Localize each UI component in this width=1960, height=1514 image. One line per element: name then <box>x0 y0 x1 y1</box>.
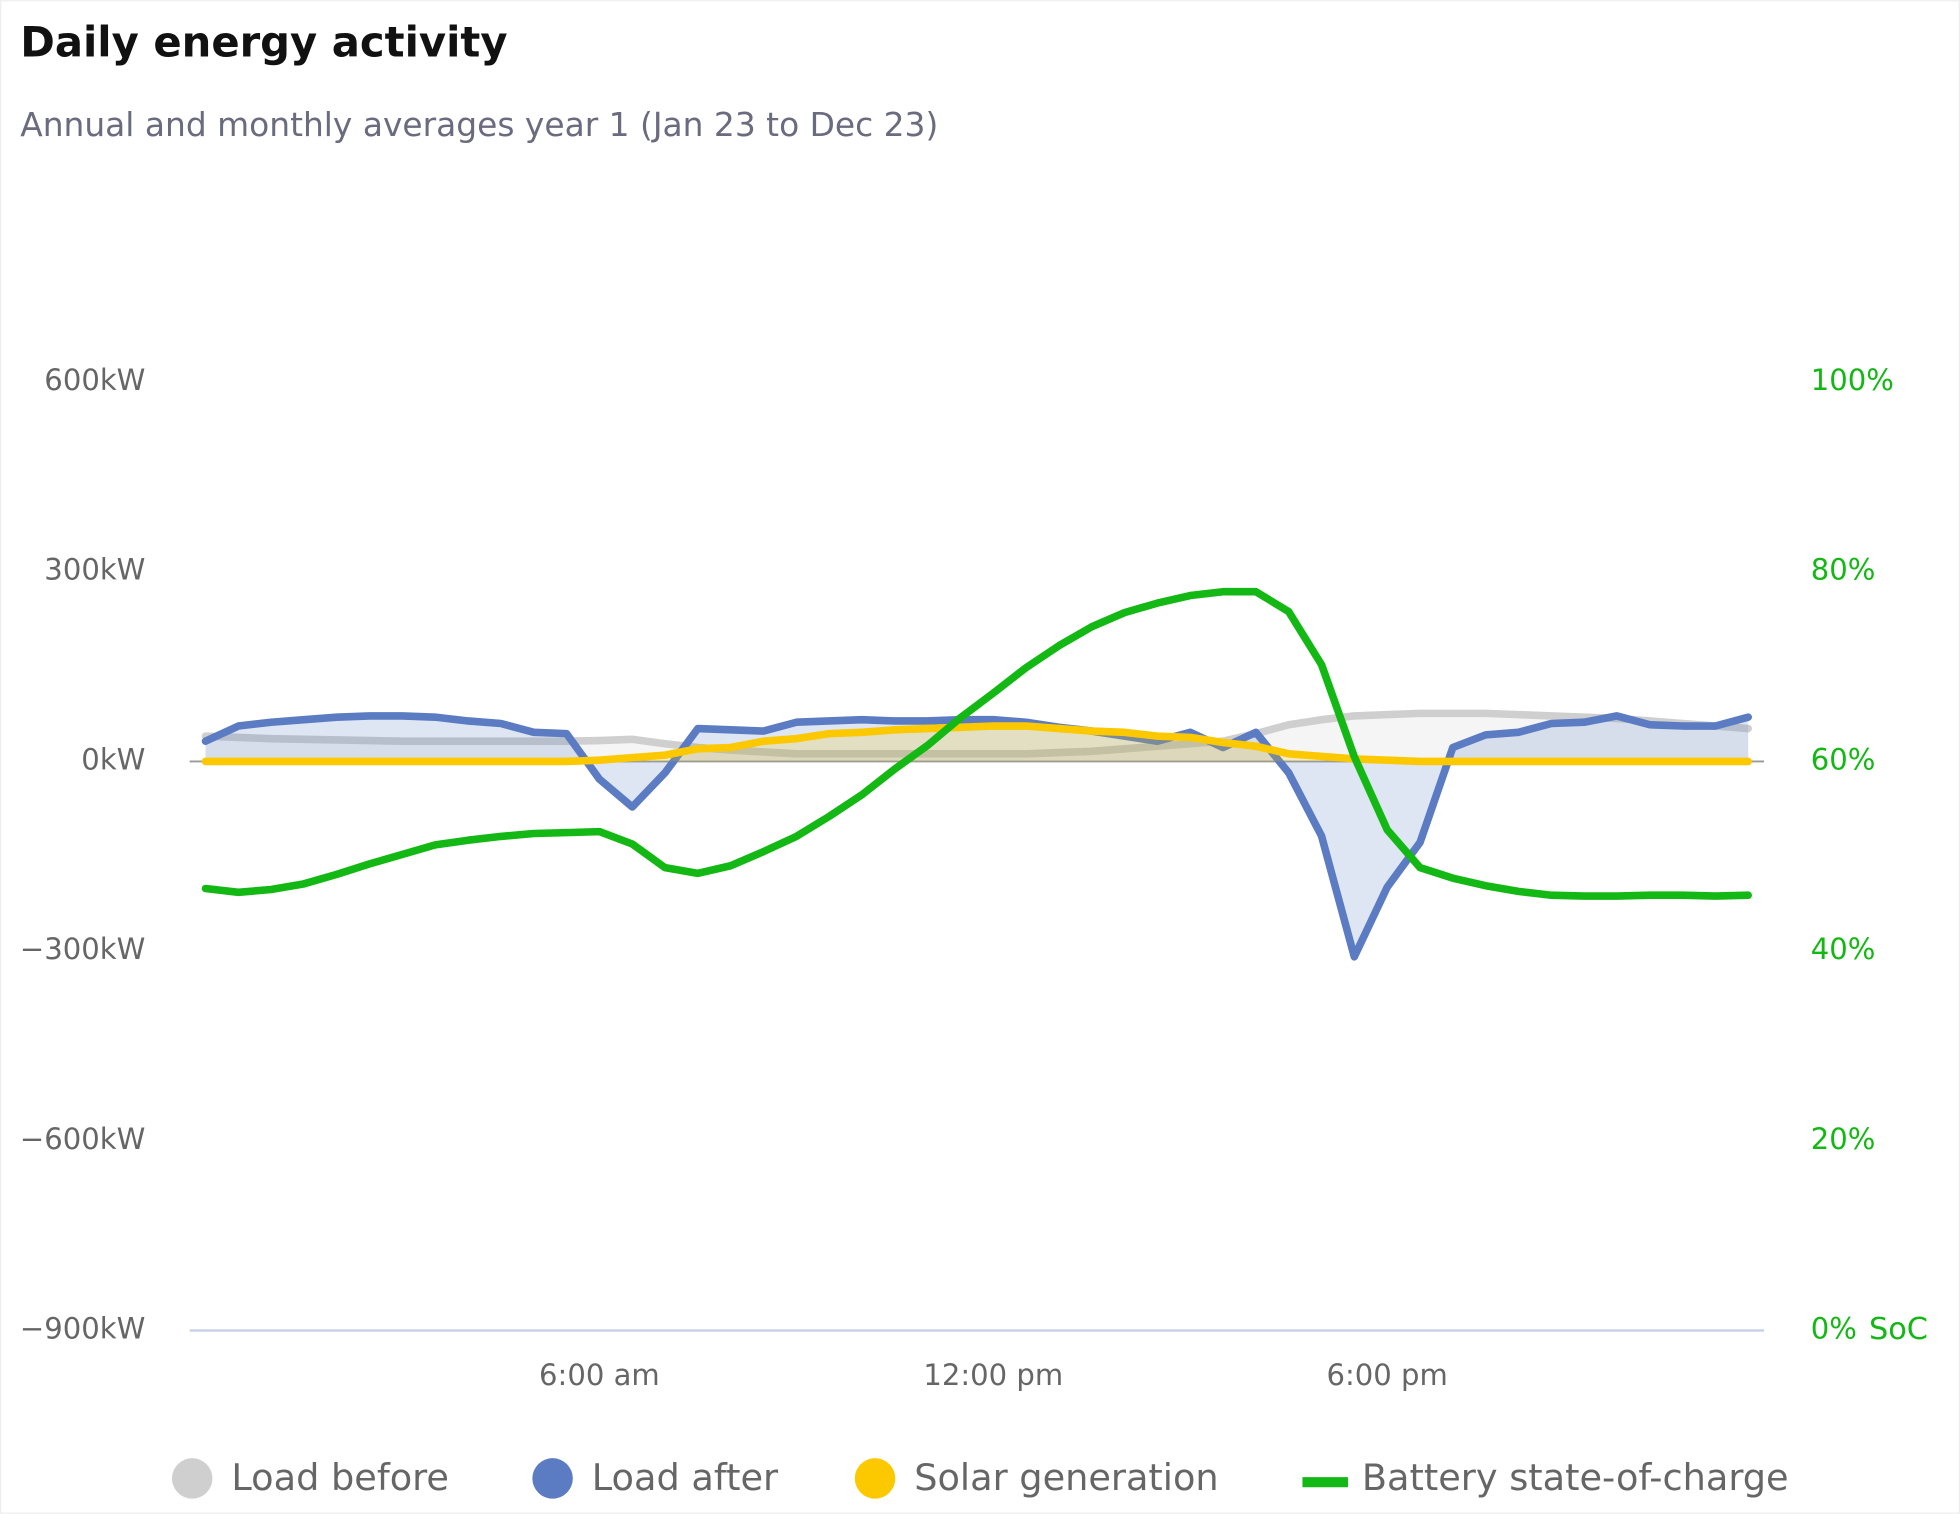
y2-axis-label: SoC <box>1869 1312 1928 1347</box>
y2-tick-label: 60% <box>1811 742 1876 776</box>
legend-label: Load after <box>592 1456 779 1499</box>
y-tick-label: −600kW <box>20 1122 145 1156</box>
x-tick-label: 6:00 am <box>539 1358 660 1392</box>
y-tick-label: 300kW <box>44 553 145 587</box>
series-area <box>205 713 1749 762</box>
x-tick-label: 6:00 pm <box>1327 1358 1448 1392</box>
chart-subtitle: Annual and monthly averages year 1 (Jan … <box>20 105 938 144</box>
series-line <box>201 712 1752 961</box>
series-area <box>205 726 1749 762</box>
y-tick-label: 0kW <box>81 742 145 776</box>
y-tick-label: −900kW <box>20 1311 145 1345</box>
y2-tick-label: 0% <box>1811 1311 1857 1345</box>
legend-symbol <box>532 1458 573 1499</box>
y2-tick-label: 100% <box>1811 363 1894 397</box>
legend-label: Load before <box>231 1456 449 1499</box>
y2-tick-label: 40% <box>1811 932 1876 966</box>
y2-tick-label: 20% <box>1811 1122 1876 1156</box>
y-tick-label: 600kW <box>44 363 145 397</box>
series-line <box>201 587 1752 900</box>
legend-symbol <box>854 1458 896 1499</box>
legend-label: Solar generation <box>914 1456 1218 1499</box>
legend-label: Battery state-of-charge <box>1362 1456 1789 1499</box>
y-tick-label: −300kW <box>20 932 145 966</box>
x-tick-label: 12:00 pm <box>923 1358 1063 1392</box>
legend-symbol <box>171 1458 213 1499</box>
series-line <box>201 722 1752 766</box>
y2-tick-label: 80% <box>1811 553 1876 587</box>
series-line <box>201 709 1752 758</box>
chart-title: Daily energy activity <box>20 18 507 67</box>
